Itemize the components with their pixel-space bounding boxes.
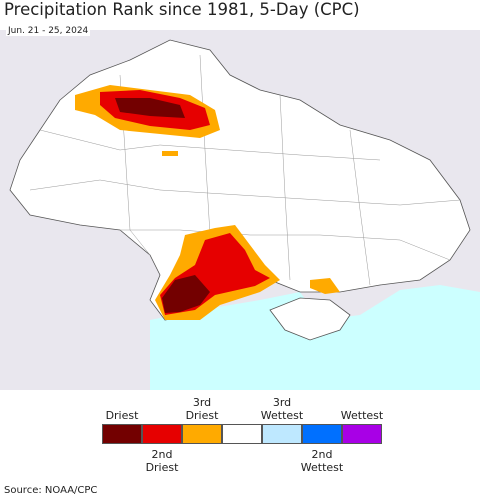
legend-swatch: [142, 424, 182, 444]
dry-area-driest: [115, 98, 185, 118]
dry-area-3rd: [310, 278, 340, 294]
legend-label: 3rd Wettest: [260, 396, 304, 422]
legend-swatch: [222, 424, 262, 444]
subtitle: Jun. 21 - 25, 2024: [6, 26, 91, 36]
title: Precipitation Rank since 1981, 5-Day (CP…: [4, 0, 360, 19]
legend-label: 2nd Wettest: [300, 448, 344, 474]
source: Source: NOAA/CPC: [4, 485, 98, 496]
legend-swatch: [182, 424, 222, 444]
legend-label: Driest: [105, 409, 139, 422]
legend-label: 2nd Driest: [145, 448, 179, 474]
dry-area-driest: [162, 275, 210, 313]
legend-swatch: [262, 424, 302, 444]
legend-label: Wettest: [340, 409, 384, 422]
legend: Driest 2nd Driest 3rd Driest 3rd Wettest 2nd…: [0, 392, 480, 482]
legend-swatch: [342, 424, 382, 444]
map: [0, 30, 480, 390]
legend-swatch: [302, 424, 342, 444]
legend-swatch: [102, 424, 142, 444]
dry-area-3rd: [162, 151, 178, 156]
crimea: [269, 297, 351, 341]
legend-label: 3rd Driest: [185, 396, 219, 422]
